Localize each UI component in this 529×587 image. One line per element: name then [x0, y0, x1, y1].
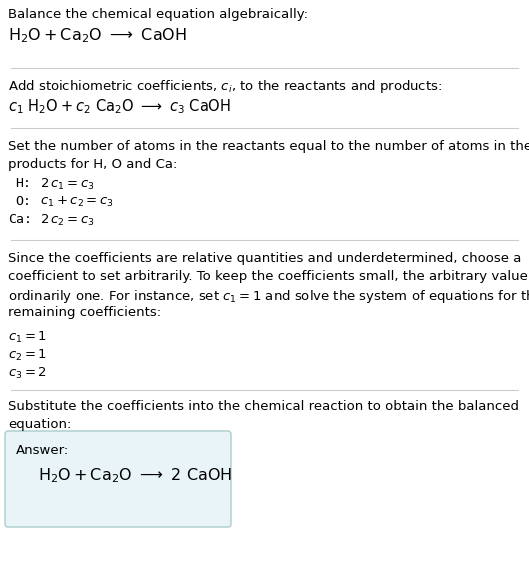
- Text: coefficient to set arbitrarily. To keep the coefficients small, the arbitrary va: coefficient to set arbitrarily. To keep …: [8, 270, 529, 283]
- Text: $2\,c_1 = c_3$: $2\,c_1 = c_3$: [40, 177, 95, 192]
- Text: $c_1 + c_2 = c_3$: $c_1 + c_2 = c_3$: [40, 195, 114, 209]
- Text: Balance the chemical equation algebraically:: Balance the chemical equation algebraica…: [8, 8, 308, 21]
- FancyBboxPatch shape: [5, 431, 231, 527]
- Text: $c_1\ \mathrm{H_2O} + c_2\ \mathrm{Ca_2O}\ \longrightarrow\ c_3\ \mathrm{CaOH}$: $c_1\ \mathrm{H_2O} + c_2\ \mathrm{Ca_2O…: [8, 97, 231, 116]
- Text: equation:: equation:: [8, 418, 71, 431]
- Text: O:: O:: [15, 195, 31, 208]
- Text: remaining coefficients:: remaining coefficients:: [8, 306, 161, 319]
- Text: Answer:: Answer:: [16, 444, 69, 457]
- Text: $\mathrm{H_2O + Ca_2O \ \longrightarrow \ 2\ CaOH}$: $\mathrm{H_2O + Ca_2O \ \longrightarrow …: [38, 466, 232, 485]
- Text: Add stoichiometric coefficients, $c_i$, to the reactants and products:: Add stoichiometric coefficients, $c_i$, …: [8, 78, 442, 95]
- Text: Set the number of atoms in the reactants equal to the number of atoms in the: Set the number of atoms in the reactants…: [8, 140, 529, 153]
- Text: $c_1 = 1$: $c_1 = 1$: [8, 330, 47, 345]
- Text: Substitute the coefficients into the chemical reaction to obtain the balanced: Substitute the coefficients into the che…: [8, 400, 519, 413]
- Text: Since the coefficients are relative quantities and underdetermined, choose a: Since the coefficients are relative quan…: [8, 252, 522, 265]
- Text: products for H, O and Ca:: products for H, O and Ca:: [8, 158, 177, 171]
- Text: $\mathrm{H_2O + Ca_2O \ \longrightarrow \ CaOH}$: $\mathrm{H_2O + Ca_2O \ \longrightarrow …: [8, 26, 187, 45]
- Text: $c_3 = 2$: $c_3 = 2$: [8, 366, 47, 381]
- Text: Ca:: Ca:: [8, 213, 32, 226]
- Text: ordinarily one. For instance, set $c_1 = 1$ and solve the system of equations fo: ordinarily one. For instance, set $c_1 =…: [8, 288, 529, 305]
- Text: H:: H:: [15, 177, 31, 190]
- Text: $c_2 = 1$: $c_2 = 1$: [8, 348, 47, 363]
- Text: $2\,c_2 = c_3$: $2\,c_2 = c_3$: [40, 213, 95, 228]
